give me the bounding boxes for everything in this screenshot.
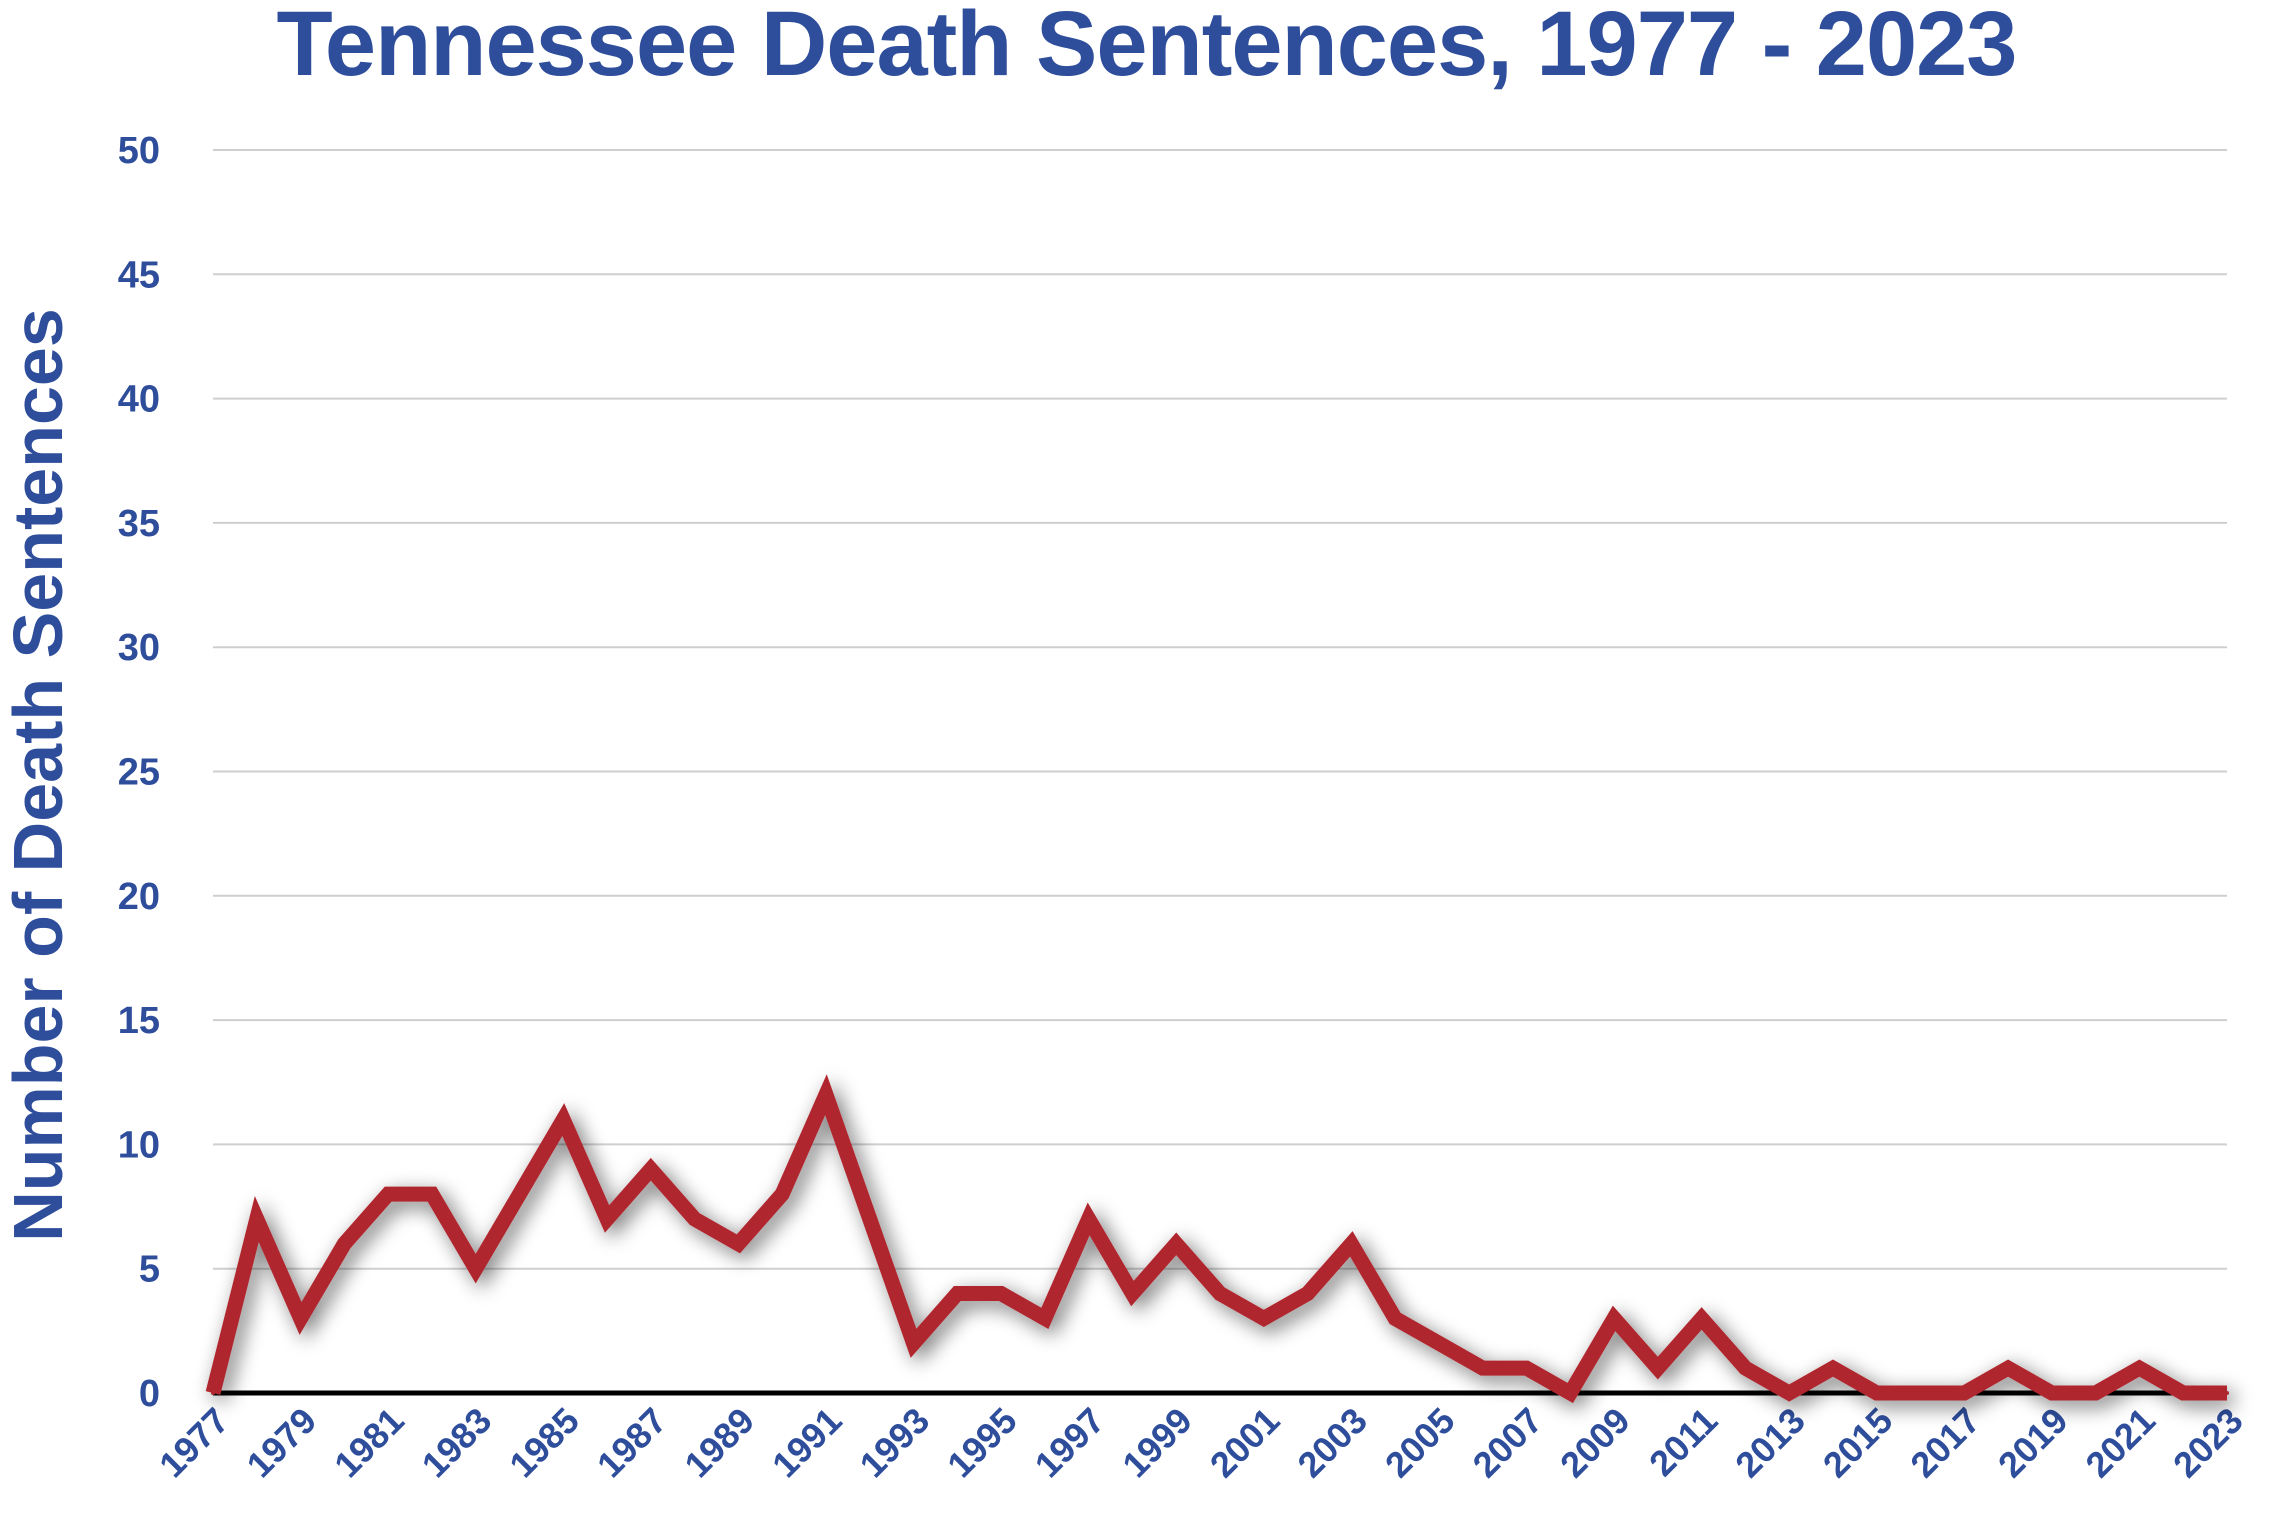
data-point	[2093, 1391, 2098, 1395]
data-point	[2006, 1366, 2011, 1371]
data-point	[1612, 1316, 1617, 1321]
data-point	[1787, 1391, 1792, 1395]
data-point	[1305, 1291, 1310, 1296]
data-point	[211, 1391, 215, 1395]
y-tick-label: 10	[118, 1124, 160, 1166]
x-tick-label: 1997	[1027, 1400, 1113, 1486]
data-point	[254, 1216, 259, 1221]
x-tick-label: 2023	[2165, 1400, 2251, 1486]
x-tick-label: 1979	[239, 1400, 325, 1486]
data-point	[1699, 1316, 1704, 1321]
x-tick-label: 1999	[1114, 1400, 1200, 1486]
y-tick-label: 45	[118, 254, 160, 296]
data-point	[1568, 1391, 1573, 1395]
x-tick-label: 2011	[1641, 1400, 1725, 1484]
y-tick-label: 0	[139, 1373, 160, 1415]
data-point	[1480, 1366, 1485, 1371]
x-tick-label: 1977	[151, 1400, 237, 1486]
data-point	[1874, 1391, 1879, 1395]
data-point	[1130, 1291, 1135, 1296]
y-tick-label: 30	[118, 627, 160, 669]
data-point	[342, 1241, 347, 1246]
data-point	[1349, 1241, 1354, 1246]
y-tick-label: 25	[118, 752, 160, 794]
x-tick-label: 1993	[852, 1400, 938, 1486]
data-point	[429, 1192, 434, 1197]
data-point	[2181, 1391, 2186, 1395]
data-point	[692, 1216, 697, 1221]
data-point	[999, 1291, 1004, 1296]
data-point	[2225, 1391, 2229, 1395]
y-tick-label: 50	[118, 130, 160, 172]
gridlines	[213, 149, 2227, 1270]
data-point	[1743, 1366, 1748, 1371]
data-point	[2137, 1366, 2142, 1371]
data-point	[1436, 1341, 1441, 1346]
data-point	[1830, 1366, 1835, 1371]
data-point	[648, 1167, 653, 1172]
data-point	[823, 1092, 828, 1097]
data-point	[1042, 1316, 1047, 1321]
data-point	[780, 1192, 785, 1197]
x-tick-label: 2001	[1202, 1400, 1288, 1486]
x-tick-label: 2003	[1289, 1400, 1375, 1486]
series-line	[205, 1074, 2227, 1404]
data-point	[605, 1216, 610, 1221]
x-tick-label: 2017	[1902, 1400, 1988, 1486]
x-tick-label: 1995	[939, 1400, 1025, 1486]
x-tick-label: 2013	[1727, 1400, 1813, 1486]
data-point	[1086, 1216, 1091, 1221]
data-point	[2049, 1391, 2054, 1395]
y-tick-label: 35	[118, 503, 160, 545]
data-point	[298, 1316, 303, 1321]
x-tick-label: 1991	[764, 1400, 850, 1486]
data-point	[1261, 1316, 1266, 1321]
x-tick-label: 2015	[1815, 1400, 1901, 1486]
data-point	[1393, 1316, 1398, 1321]
y-tick-label: 40	[118, 379, 160, 421]
data-point	[736, 1241, 741, 1246]
y-tick-labels: 0 5 10 15 20 25 30 35 40 45 50	[118, 130, 160, 1415]
x-tick-label: 1987	[589, 1400, 675, 1486]
x-tick-label: 1983	[414, 1400, 500, 1486]
data-point	[867, 1216, 872, 1221]
data-point	[1218, 1291, 1222, 1296]
x-tick-labels: 1977 1979 1981 1983 1985 1987 1989 1991 1993 1995…	[151, 1400, 2251, 1486]
x-tick-label: 2021	[2077, 1400, 2163, 1486]
data-point	[561, 1117, 566, 1122]
x-tick-label: 2009	[1552, 1400, 1638, 1486]
data-point	[1918, 1391, 1923, 1395]
data-point	[911, 1341, 916, 1346]
data-point	[386, 1192, 391, 1197]
x-tick-label: 1981	[326, 1400, 412, 1486]
x-tick-label: 2007	[1465, 1400, 1551, 1486]
x-tick-label: 1985	[501, 1400, 587, 1486]
y-tick-label: 20	[118, 876, 160, 918]
x-tick-label: 1989	[676, 1400, 762, 1486]
data-point	[1524, 1366, 1529, 1371]
data-point	[517, 1192, 522, 1197]
data-point	[473, 1266, 478, 1271]
y-tick-label: 15	[118, 1000, 160, 1042]
y-axis-label: Number of Death Sentences	[0, 308, 77, 1242]
data-point	[1174, 1241, 1179, 1246]
chart-title: Tennessee Death Sentences, 1977 - 2023	[276, 0, 2018, 95]
data-point	[955, 1291, 960, 1296]
data-point	[1655, 1366, 1660, 1371]
x-tick-label: 2005	[1377, 1400, 1463, 1486]
x-tick-label: 2019	[1990, 1400, 2076, 1486]
y-tick-label: 5	[139, 1249, 160, 1291]
data-point	[1962, 1391, 1967, 1395]
